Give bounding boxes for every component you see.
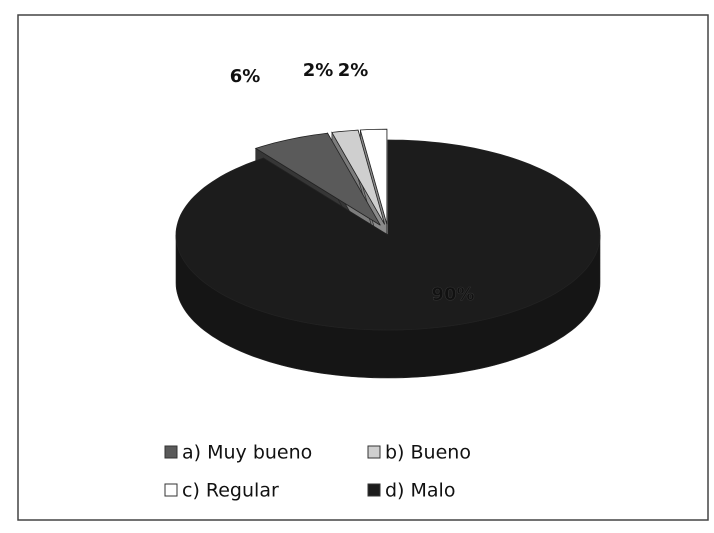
legend-swatch — [367, 483, 381, 497]
legend-label: a) Muy bueno — [182, 442, 312, 464]
legend-swatch — [367, 445, 381, 459]
slice — [254, 132, 381, 226]
slice — [175, 139, 601, 331]
value-label: 2% — [338, 60, 369, 81]
slice — [331, 129, 386, 225]
value-label: 2% — [303, 60, 334, 81]
slice — [359, 128, 388, 225]
legend-label: b) Bueno — [385, 442, 471, 464]
legend-label: d) Malo — [385, 480, 455, 502]
legend-swatch — [164, 483, 178, 497]
legend-swatch — [164, 445, 178, 459]
value-label: 90% — [431, 284, 474, 305]
legend-label: c) Regular — [182, 480, 279, 502]
value-label: 6% — [230, 66, 261, 87]
